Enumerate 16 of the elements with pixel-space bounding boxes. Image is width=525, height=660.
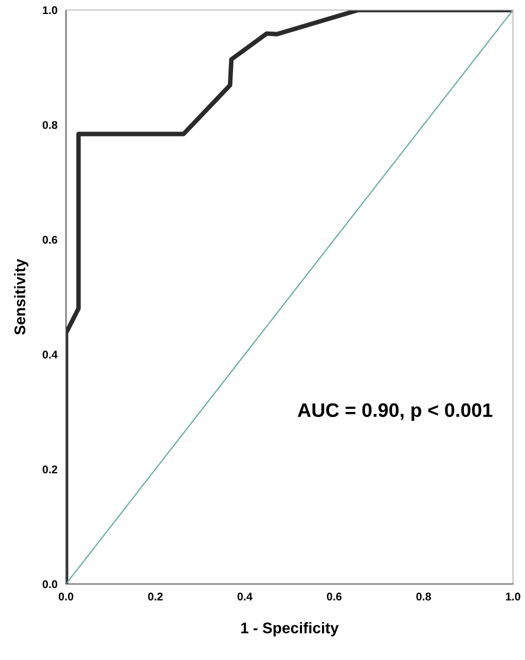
x-tick-label: 0.8	[416, 592, 431, 600]
x-tick-label: 0.2	[148, 592, 163, 600]
x-tick-label: 1.0	[506, 592, 520, 600]
y-tick-label: 0.0	[42, 580, 58, 588]
y-tick-label: 0.4	[42, 350, 58, 359]
y-tick-label: 1.0	[42, 6, 58, 14]
y-axis-title: Sensitivity	[14, 258, 28, 335]
y-tick-label: 0.8	[42, 121, 58, 129]
x-tick-label: 0.0	[58, 592, 74, 600]
x-tick-label: 0.4	[238, 592, 252, 600]
x-tick-label: 0.6	[326, 592, 342, 600]
y-tick-label: 0.2	[42, 465, 58, 474]
annotation: AUC = 0.90, p < 0.001	[298, 403, 492, 421]
line-series	[66, 10, 513, 584]
y-tick-label: 0.6	[42, 236, 58, 244]
x-axis-title: 1 - Specificity	[241, 622, 339, 636]
